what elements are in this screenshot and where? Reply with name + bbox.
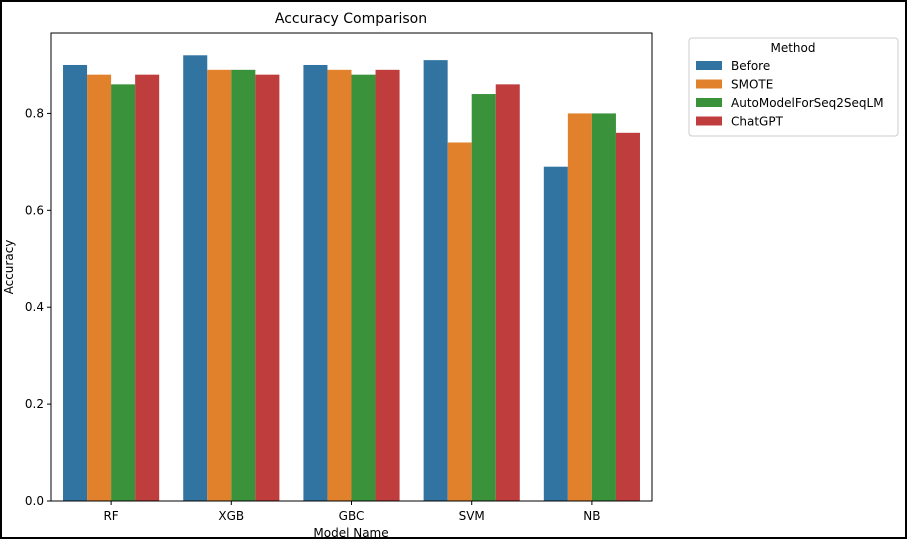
x-tick-label: NB bbox=[583, 509, 600, 523]
legend-swatch bbox=[696, 61, 722, 70]
x-tick-label: SVM bbox=[459, 509, 485, 523]
bar-rf-chatgpt bbox=[135, 74, 160, 501]
bar-xgb-automodelforseq2seqlm bbox=[231, 69, 256, 501]
x-tick-label: XGB bbox=[218, 509, 244, 523]
legend-box bbox=[688, 37, 899, 137]
bar-svm-automodelforseq2seqlm bbox=[471, 94, 496, 501]
bar-svm-before bbox=[423, 60, 448, 501]
bar-xgb-before bbox=[183, 55, 208, 501]
legend-swatch bbox=[696, 98, 722, 107]
bar-svm-smote bbox=[447, 142, 472, 502]
bar-svm-chatgpt bbox=[495, 84, 520, 501]
legend-title: Method bbox=[770, 41, 815, 55]
legend-swatch bbox=[696, 79, 722, 89]
legend-swatch bbox=[696, 116, 722, 126]
bar-gbc-chatgpt bbox=[375, 69, 400, 501]
axes-frame bbox=[50, 32, 653, 502]
plot-area: RF XGB GBC SVM NB 0.0 0.2 0.4 0.6 0.8 bbox=[25, 55, 640, 523]
bar-nb-chatgpt bbox=[615, 132, 640, 502]
bar-xgb-chatgpt bbox=[255, 74, 280, 501]
bar-rf-smote bbox=[87, 74, 112, 501]
y-tick-label: 0.2 bbox=[25, 397, 44, 411]
y-tick-label: 0.4 bbox=[25, 300, 44, 314]
y-axis-label: Accuracy bbox=[2, 240, 16, 295]
x-tick-label: RF bbox=[103, 509, 118, 523]
y-tick-label: 0.8 bbox=[25, 106, 44, 120]
chart-title: Accuracy Comparison bbox=[275, 11, 427, 27]
bar-nb-automodelforseq2seqlm bbox=[591, 113, 616, 502]
y-tick-label: 0.0 bbox=[25, 494, 44, 508]
bar-rf-before bbox=[63, 64, 88, 502]
legend-label: ChatGPT bbox=[731, 115, 784, 129]
x-axis-label: Model Name bbox=[313, 526, 388, 537]
legend-label: Before bbox=[731, 59, 770, 73]
bar-gbc-before bbox=[303, 64, 328, 502]
x-tick-label: GBC bbox=[339, 509, 365, 523]
bar-rf-automodelforseq2seqlm bbox=[111, 84, 136, 501]
legend: Method Before SMOTE AutoModelForSeq2SeqLM C… bbox=[688, 37, 899, 137]
bar-xgb-smote bbox=[207, 69, 232, 501]
y-tick-label: 0.6 bbox=[25, 203, 44, 217]
legend-label: SMOTE bbox=[731, 78, 773, 92]
bar-nb-smote bbox=[567, 113, 592, 502]
legend-items: Before SMOTE AutoModelForSeq2SeqLM ChatGPT bbox=[696, 59, 884, 129]
bar-gbc-smote bbox=[327, 69, 352, 501]
legend-label: AutoModelForSeq2SeqLM bbox=[731, 96, 884, 110]
bar-nb-before bbox=[543, 166, 568, 501]
bar-gbc-automodelforseq2seqlm bbox=[351, 74, 376, 501]
